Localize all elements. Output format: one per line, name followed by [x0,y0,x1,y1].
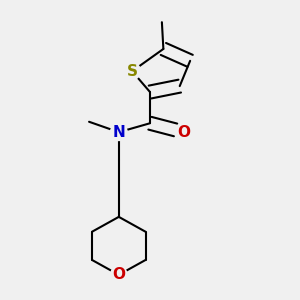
Text: O: O [112,267,125,282]
Circle shape [110,124,127,140]
Circle shape [176,124,193,140]
Text: O: O [178,125,191,140]
Circle shape [124,63,140,80]
Text: S: S [127,64,138,79]
Circle shape [110,266,127,283]
Text: N: N [112,125,125,140]
